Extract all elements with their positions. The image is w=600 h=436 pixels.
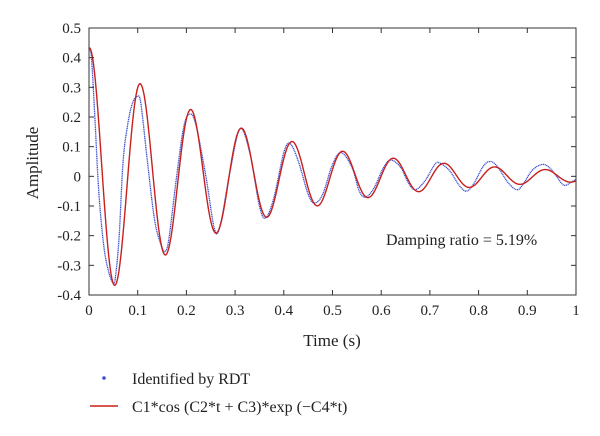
legend: Identified by RDT C1*cos (C2*t + C3)*exp…	[90, 371, 347, 416]
legend-label-fitted: C1*cos (C2*t + C3)*exp (−C4*t)	[132, 399, 347, 416]
damping-ratio-annotation: Damping ratio = 5.19%	[386, 232, 537, 249]
y-tick-label: 0.5	[62, 21, 81, 37]
plot-area	[89, 47, 576, 287]
y-tick-label: 0.2	[62, 110, 81, 126]
axes-frame	[88, 27, 577, 296]
x-tick-label: 0.9	[518, 303, 537, 319]
x-tick-label: 0.8	[469, 303, 488, 319]
y-tick-label: 0.3	[62, 80, 81, 96]
x-axis-label: Time (s)	[303, 331, 360, 350]
y-tick-label: -0.4	[57, 288, 81, 304]
x-tick-label: 0.5	[323, 303, 342, 319]
y-tick-label: -0.3	[57, 258, 81, 274]
x-tick-label: 1	[572, 303, 580, 319]
y-tick-label: -0.1	[57, 199, 81, 215]
y-axis-label: Amplitude	[23, 127, 42, 200]
series-identified-by-rdt	[89, 48, 576, 284]
y-tick-label: 0.1	[62, 140, 81, 156]
series-fitted-curve	[89, 47, 576, 287]
x-tick-label: 0.3	[226, 303, 245, 319]
x-tick-label: 0	[85, 303, 93, 319]
axes: 0 0.1 0.2 0.3 0.4 0.5 0.6 0.7 0.8 0.9 1 -0.4 -0.3 -0.…	[57, 21, 580, 319]
x-tick-label: 0.4	[274, 303, 293, 319]
legend-marker-identified	[102, 376, 106, 380]
y-tick-label: -0.2	[57, 229, 81, 245]
legend-label-identified: Identified by RDT	[132, 371, 250, 388]
y-tick-label: 0	[74, 169, 82, 185]
x-tick-label: 0.6	[372, 303, 391, 319]
y-tick-label: 0.4	[62, 51, 81, 67]
x-tick-label: 0.7	[421, 303, 440, 319]
x-tick-label: 0.1	[128, 303, 147, 319]
x-tick-label: 0.2	[177, 303, 196, 319]
